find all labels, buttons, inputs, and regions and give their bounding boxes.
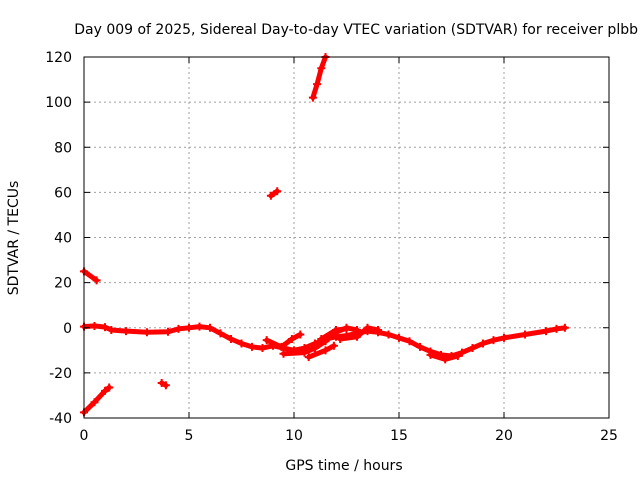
y-tick-label: -40 — [49, 411, 72, 427]
data-point — [143, 328, 151, 337]
data-point — [311, 344, 319, 353]
y-tick-label: 80 — [54, 140, 72, 156]
data-point — [216, 329, 225, 338]
data-point — [426, 350, 435, 359]
y-tick-label: -20 — [49, 366, 72, 382]
data-point — [157, 379, 166, 388]
data-point — [296, 330, 305, 339]
y-tick-label: 60 — [54, 185, 72, 201]
data-point — [248, 342, 256, 351]
data-point — [237, 339, 246, 348]
data-point — [90, 321, 99, 330]
axis-ticks: 0 5 10 15 20 25 -40 -20 0 20 40 60 80 100 120 — [45, 50, 618, 444]
data-point — [279, 349, 288, 358]
chart-title: Day 009 of 2025, Sidereal Day-to-day VTE… — [74, 22, 638, 38]
data-point — [479, 339, 487, 348]
data-point — [468, 344, 477, 353]
data-point — [174, 324, 183, 333]
x-tick-label: 10 — [285, 428, 303, 444]
y-tick-label: 120 — [45, 50, 72, 66]
data-point — [317, 64, 326, 73]
data-point — [329, 341, 338, 350]
data-point — [273, 187, 282, 196]
data-point — [300, 348, 309, 357]
x-tick-label: 5 — [185, 428, 194, 444]
data-point — [458, 348, 466, 357]
data-point — [262, 336, 271, 345]
data-point — [287, 335, 296, 344]
data-point — [416, 342, 424, 351]
y-tick-label: 0 — [63, 321, 72, 337]
data-point — [489, 336, 498, 345]
data-point — [552, 324, 561, 333]
data-series — [80, 53, 569, 417]
data-point — [206, 323, 214, 332]
data-point — [405, 337, 414, 346]
data-point — [542, 327, 550, 336]
data-point — [107, 326, 116, 335]
data-point — [321, 346, 330, 355]
x-tick-label: 20 — [495, 428, 513, 444]
data-track — [310, 54, 328, 101]
y-tick-label: 40 — [54, 231, 72, 247]
y-tick-label: 20 — [54, 276, 72, 292]
data-point — [266, 191, 275, 200]
x-tick-label: 15 — [390, 428, 408, 444]
data-track — [81, 385, 112, 415]
grid-lines — [84, 57, 609, 418]
data-point — [122, 327, 130, 336]
y-axis-label: SDTVAR / TECUs — [6, 181, 22, 296]
data-point — [342, 324, 351, 333]
data-point — [336, 335, 345, 344]
data-point — [313, 80, 322, 89]
x-tick-label: 25 — [600, 428, 618, 444]
data-point — [304, 353, 313, 362]
data-point — [395, 333, 403, 342]
data-point — [92, 276, 101, 285]
data-track — [81, 268, 100, 283]
data-point — [521, 330, 529, 339]
data-point — [308, 93, 317, 102]
data-point — [105, 383, 114, 392]
data-point — [164, 327, 172, 336]
data-point — [384, 330, 393, 339]
data-point — [332, 326, 340, 335]
data-point — [353, 326, 361, 335]
data-point — [101, 386, 109, 395]
data-point — [90, 398, 99, 407]
x-tick-label: 0 — [80, 428, 89, 444]
data-track — [337, 325, 381, 342]
x-axis-label: GPS time / hours — [285, 458, 402, 474]
data-point — [277, 342, 286, 351]
y-tick-label: 100 — [45, 95, 72, 111]
data-track — [264, 332, 303, 350]
data-point — [161, 381, 170, 390]
data-point — [353, 332, 361, 341]
data-point — [258, 344, 267, 353]
data-point — [185, 323, 193, 332]
data-point — [500, 333, 508, 342]
data-point — [227, 335, 235, 344]
data-point — [441, 355, 450, 364]
data-point — [453, 351, 462, 360]
data-point — [374, 326, 382, 335]
data-point — [101, 323, 109, 332]
data-point — [317, 335, 326, 344]
data-point — [195, 322, 204, 331]
data-point — [560, 323, 569, 332]
data-point — [363, 323, 372, 332]
